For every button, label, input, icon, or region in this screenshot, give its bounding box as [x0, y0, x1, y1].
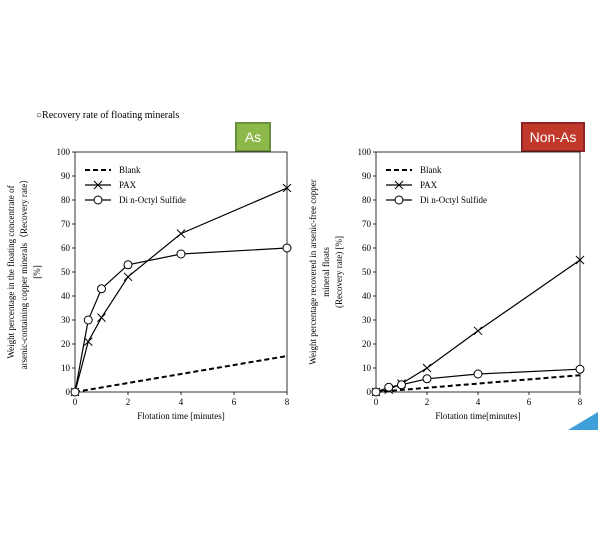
legend-label: Di n-Octyl Sulfide: [420, 195, 487, 205]
x-axis-label: Flotation time[minutes]: [435, 411, 520, 421]
data-point-x: [474, 327, 482, 335]
y-tick-label: 0: [66, 387, 71, 397]
legend: Blank PAX Di n-Octyl Sulfide: [386, 165, 487, 205]
y-tick-label: 0: [367, 387, 372, 397]
series-line-pax: [75, 188, 287, 392]
data-point-circle: [98, 285, 106, 293]
x-tick-label: 2: [126, 397, 131, 407]
data-point-circle: [84, 316, 92, 324]
y-tick-label: 60: [61, 243, 71, 253]
x-tick-label: 0: [73, 397, 78, 407]
legend-marker-circle: [94, 196, 102, 204]
x-tick-label: 8: [285, 397, 290, 407]
y-tick-label: 80: [61, 195, 71, 205]
y-tick-label: 90: [61, 171, 71, 181]
y-tick-label: 70: [61, 219, 71, 229]
y-tick-label: 10: [362, 363, 372, 373]
data-point-circle: [398, 381, 406, 389]
y-tick-label: 30: [61, 315, 71, 325]
y-tick-label: 50: [61, 267, 71, 277]
data-point-circle: [576, 365, 584, 373]
y-tick-label: 30: [362, 315, 372, 325]
y-tick-label: 90: [362, 171, 372, 181]
y-tick-label: 80: [362, 195, 372, 205]
y-tick-label: 20: [362, 339, 372, 349]
data-point-circle: [474, 370, 482, 378]
legend-label: PAX: [420, 180, 438, 190]
data-point-circle: [71, 388, 79, 396]
x-tick-label: 0: [374, 397, 379, 407]
y-tick-label: 40: [362, 291, 372, 301]
y-tick-label: 40: [61, 291, 71, 301]
data-point-x: [84, 338, 92, 346]
data-point-circle: [423, 375, 431, 383]
chart-1: 0 10 20 30 40 50 60 70 80 90 100 0 2 4 6 8 Flotation tim…: [308, 147, 584, 421]
x-tick-label: 6: [232, 397, 237, 407]
y-tick-label: 100: [57, 147, 71, 157]
legend: Blank PAX Di n-Octyl Sulfide: [85, 165, 186, 205]
data-point-circle: [372, 388, 380, 396]
legend-label: Blank: [420, 165, 442, 175]
x-tick-label: 2: [425, 397, 430, 407]
series-line-blank: [75, 356, 287, 392]
data-point-x: [423, 364, 431, 372]
y-tick-label: 10: [61, 363, 71, 373]
data-point-circle: [177, 250, 185, 258]
y-axis-label: [%]: [32, 265, 42, 279]
y-axis-label: (Recovery rate) [%]: [334, 236, 344, 308]
y-axis-label: Weight percentage recovered in arsenic-f…: [308, 179, 318, 364]
data-point-x: [98, 314, 106, 322]
data-point-x: [124, 273, 132, 281]
y-tick-label: 20: [61, 339, 71, 349]
corner-decoration: [568, 412, 598, 430]
y-tick-label: 70: [362, 219, 372, 229]
legend-marker-circle: [395, 196, 403, 204]
x-tick-label: 4: [476, 397, 481, 407]
x-tick-label: 4: [179, 397, 184, 407]
plot-frame: [75, 152, 287, 392]
y-axis-label: mineral floats: [321, 247, 331, 297]
plot-frame: [376, 152, 580, 392]
data-point-circle: [385, 383, 393, 391]
y-tick-label: 100: [358, 147, 372, 157]
y-axis-label: arsenic-containing copper minerals（Recov…: [19, 175, 29, 370]
series-line-di-n-octyl-sulfide: [75, 248, 287, 392]
y-tick-label: 60: [362, 243, 372, 253]
data-point-circle: [124, 261, 132, 269]
legend-label: PAX: [119, 180, 137, 190]
data-point-x: [177, 230, 185, 238]
legend-label: Di n-Octyl Sulfide: [119, 195, 186, 205]
legend-label: Blank: [119, 165, 141, 175]
x-tick-label: 8: [578, 397, 583, 407]
data-point-circle: [283, 244, 291, 252]
y-tick-label: 50: [362, 267, 372, 277]
y-axis-label: Weight percentage in the floating concen…: [6, 185, 16, 358]
x-axis-label: Flotation time [minutes]: [137, 411, 225, 421]
chart-0: 0 10 20 30 40 50 60 70 80 90 100 0 2 4 6 8 Flotation tim…: [6, 147, 291, 421]
x-tick-label: 6: [527, 397, 532, 407]
